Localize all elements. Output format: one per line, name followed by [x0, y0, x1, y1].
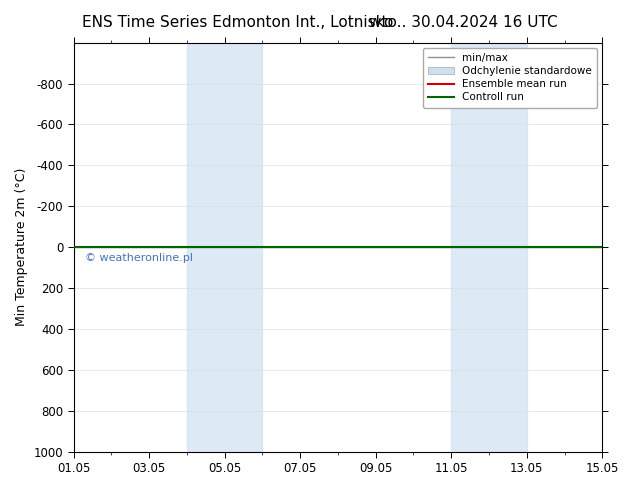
Y-axis label: Min Temperature 2m (°C): Min Temperature 2m (°C) [15, 168, 28, 326]
Bar [187, 43, 262, 452]
Text: wto.. 30.04.2024 16 UTC: wto.. 30.04.2024 16 UTC [369, 15, 558, 30]
Text: © weatheronline.pl: © weatheronline.pl [85, 253, 193, 263]
Legend: min/max, Odchylenie standardowe, Ensemble mean run, Controll run: min/max, Odchylenie standardowe, Ensembl… [423, 48, 597, 108]
Text: ENS Time Series Edmonton Int., Lotnisko: ENS Time Series Edmonton Int., Lotnisko [82, 15, 394, 30]
Bar [451, 43, 527, 452]
